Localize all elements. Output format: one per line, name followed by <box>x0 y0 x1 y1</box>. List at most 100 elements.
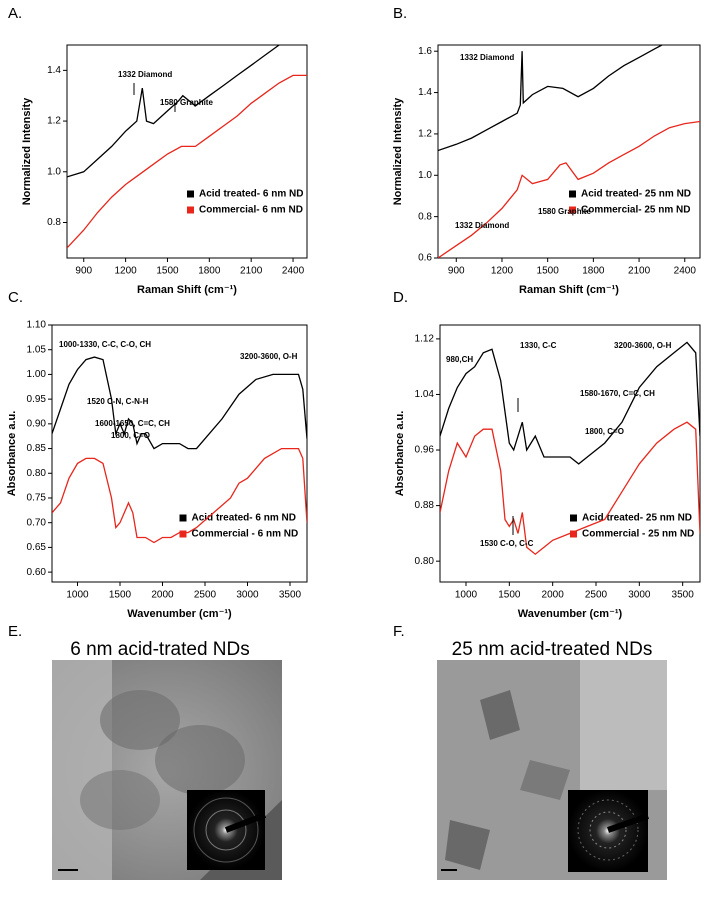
data-line <box>440 341 700 465</box>
x-axis-label: Raman Shift (cm⁻¹) <box>137 284 237 296</box>
x-tick-label: 2400 <box>674 266 697 277</box>
legend-label: Acid treated- 25 nm ND <box>581 189 691 200</box>
legend-label: Acid treated- 6 nm ND <box>199 189 303 200</box>
x-tick-label: 1000 <box>66 590 89 601</box>
x-tick-label: 1500 <box>109 590 132 601</box>
y-tick-label: 0.60 <box>27 567 47 578</box>
y-tick-label: 1.6 <box>418 46 432 57</box>
y-tick-label: 0.6 <box>418 253 432 264</box>
y-tick-label: 0.70 <box>27 517 47 528</box>
y-tick-label: 0.8 <box>47 217 61 228</box>
x-tick-label: 1200 <box>114 266 137 277</box>
tem-image-e <box>52 660 282 880</box>
annotation: 1330, C-C <box>520 341 557 350</box>
x-tick-label: 3000 <box>236 590 259 601</box>
panel-label: F. <box>393 623 405 640</box>
x-tick-label: 2000 <box>151 590 174 601</box>
plot-frame <box>437 44 701 259</box>
legend-marker <box>187 190 194 198</box>
x-tick-label: 3500 <box>279 590 302 601</box>
x-tick-label: 2100 <box>240 266 263 277</box>
annotation: 1000-1330, C-C, C-O, CH <box>59 340 151 349</box>
image-title: 6 nm acid-trated NDs <box>70 639 250 660</box>
y-tick-label: 1.4 <box>418 87 432 98</box>
y-tick-label: 0.80 <box>415 556 435 567</box>
y-tick-label: 1.12 <box>415 334 435 345</box>
y-tick-label: 0.88 <box>415 500 435 511</box>
y-axis-label: Normalized Intensity <box>21 97 33 205</box>
panel-label: D. <box>393 289 408 306</box>
legend-marker <box>570 514 577 522</box>
legend-marker <box>179 530 187 538</box>
annotation: 1800, C=O <box>585 427 624 436</box>
panel-label: B. <box>393 5 407 22</box>
x-tick-label: 1500 <box>537 266 560 277</box>
y-tick-label: 1.2 <box>418 129 432 140</box>
image-title: 25 nm acid-treated NDs <box>452 639 653 660</box>
panel-label: C. <box>8 289 23 306</box>
y-axis-label: Absorbance a.u. <box>394 411 406 497</box>
x-tick-label: 1500 <box>156 266 179 277</box>
annotation: 1520 C-N, C-N-H <box>87 397 149 406</box>
x-tick-label: 1800 <box>198 266 221 277</box>
y-tick-label: 0.75 <box>27 493 47 504</box>
annotation: 1332 Diamond <box>455 221 509 230</box>
y-tick-label: 0.8 <box>418 211 432 222</box>
x-tick-label: 900 <box>448 266 465 277</box>
panel-label: A. <box>8 5 22 22</box>
y-tick-label: 0.85 <box>27 443 47 454</box>
x-tick-label: 2000 <box>542 590 565 601</box>
x-tick-label: 2400 <box>282 266 305 277</box>
y-tick-label: 1.0 <box>418 170 432 181</box>
x-tick-label: 1200 <box>491 266 514 277</box>
x-tick-label: 1800 <box>582 266 605 277</box>
y-axis-label: Absorbance a.u. <box>6 411 18 497</box>
x-axis-label: Raman Shift (cm⁻¹) <box>519 284 619 296</box>
annotation: 1332 Diamond <box>460 53 514 62</box>
annotation: 1332 Diamond <box>118 70 172 79</box>
annotation: 1800, C=O <box>111 431 150 440</box>
legend-marker <box>569 190 576 198</box>
annotation: 3200-3600, O-H <box>240 352 298 361</box>
y-axis-label: Normalized Intensity <box>392 97 404 205</box>
panel-label: E. <box>8 623 22 640</box>
y-tick-label: 1.04 <box>415 389 435 400</box>
annotation: 1580 Graphite <box>538 207 591 216</box>
data-line <box>52 447 307 544</box>
annotation: 1580 Graphite <box>160 98 213 107</box>
y-tick-label: 0.80 <box>27 468 47 479</box>
x-tick-label: 2500 <box>585 590 608 601</box>
legend-marker <box>187 206 194 214</box>
legend-label: Commercial - 25 nm ND <box>582 529 694 540</box>
y-tick-label: 1.00 <box>27 369 47 380</box>
x-tick-label: 900 <box>75 266 92 277</box>
legend-label: Acid treated- 25 nm ND <box>582 513 692 524</box>
data-line <box>440 421 700 556</box>
legend-marker <box>179 514 187 522</box>
legend-label: Commercial- 25 nm ND <box>581 205 690 216</box>
x-tick-label: 1500 <box>498 590 521 601</box>
data-line <box>438 120 700 258</box>
data-line <box>67 74 307 249</box>
plot-frame <box>51 324 308 583</box>
data-line <box>52 356 307 450</box>
annotation: 1580-1670, C=C, CH <box>580 389 655 398</box>
data-line <box>438 45 663 152</box>
y-tick-label: 1.4 <box>47 65 61 76</box>
y-tick-label: 1.2 <box>47 116 61 127</box>
x-axis-label: Wavenumber (cm⁻¹) <box>518 608 623 620</box>
x-tick-label: 2500 <box>194 590 217 601</box>
y-tick-label: 1.10 <box>27 320 47 331</box>
annotation: 1530 C-O, C-C <box>480 539 534 548</box>
legend-label: Acid treated- 6 nm ND <box>192 513 296 524</box>
y-tick-label: 0.96 <box>415 445 435 456</box>
legend-label: Commercial - 6 nm ND <box>192 529 299 540</box>
x-tick-label: 3000 <box>628 590 651 601</box>
y-tick-label: 1.05 <box>27 344 47 355</box>
y-tick-label: 0.95 <box>27 394 47 405</box>
plot-frame <box>439 324 701 583</box>
x-tick-label: 2100 <box>628 266 651 277</box>
annotation: 3200-3600, O-H <box>614 341 672 350</box>
legend-marker <box>570 530 577 538</box>
